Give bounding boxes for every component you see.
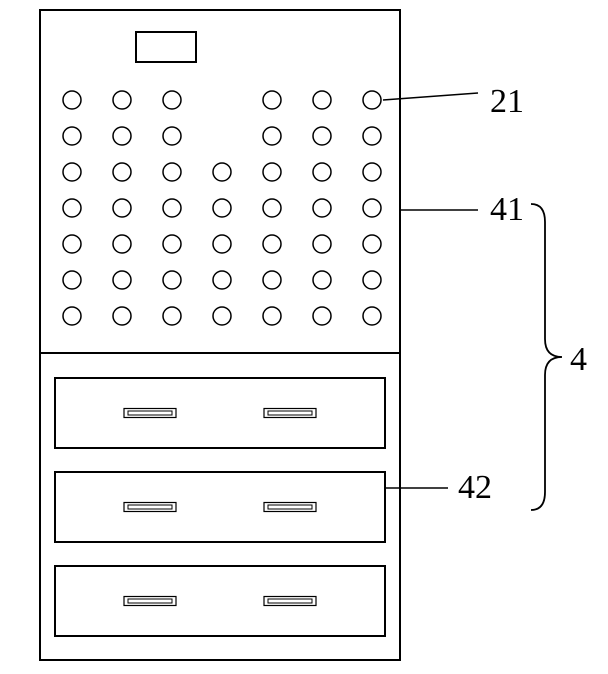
grid-circle: [363, 127, 381, 145]
grid-circle: [363, 271, 381, 289]
drawer-slot-inner: [128, 411, 172, 415]
grid-circle: [113, 235, 131, 253]
drawer-rect: [55, 566, 385, 636]
drawer-rect: [55, 472, 385, 542]
grid-circle: [213, 271, 231, 289]
grid-circle: [263, 271, 281, 289]
grid-circle: [313, 307, 331, 325]
grid-circle: [263, 91, 281, 109]
drawer-slot-inner: [268, 505, 312, 509]
drawer-slot-outer: [124, 409, 176, 418]
grid-circle: [313, 199, 331, 217]
grid-circle: [213, 235, 231, 253]
drawer-slot-outer: [264, 597, 316, 606]
grid-circle: [313, 271, 331, 289]
grid-circle: [363, 163, 381, 181]
diagram-svg: 21 41 42 4: [0, 0, 608, 674]
brace-4: [531, 204, 562, 510]
grid-circle: [213, 199, 231, 217]
outer-box: [40, 10, 400, 660]
label-42: 42: [458, 469, 492, 506]
grid-circle: [263, 307, 281, 325]
drawer-slot-outer: [264, 503, 316, 512]
grid-circle: [163, 235, 181, 253]
drawer-slot-inner: [128, 505, 172, 509]
grid-circle: [313, 127, 331, 145]
grid-circle: [63, 307, 81, 325]
drawer-slot-outer: [264, 409, 316, 418]
grid-circle: [163, 163, 181, 181]
label-41: 41: [490, 191, 524, 228]
grid-circle: [363, 235, 381, 253]
grid-circle: [363, 307, 381, 325]
drawer-slot-outer: [124, 597, 176, 606]
grid-circle: [63, 127, 81, 145]
grid-circle: [163, 199, 181, 217]
grid-circle: [63, 91, 81, 109]
grid-circle: [63, 235, 81, 253]
screen-rect: [136, 32, 196, 62]
grid-circle: [113, 307, 131, 325]
callout-line-21: [383, 93, 478, 100]
grid-circle: [63, 271, 81, 289]
grid-circle: [113, 91, 131, 109]
grid-circle: [263, 235, 281, 253]
grid-circle: [313, 91, 331, 109]
grid-circle: [163, 271, 181, 289]
grid-circle: [113, 163, 131, 181]
grid-circle: [363, 199, 381, 217]
grid-circle: [163, 307, 181, 325]
grid-circle: [313, 235, 331, 253]
grid-circle: [263, 127, 281, 145]
grid-circle: [213, 307, 231, 325]
label-4: 4: [570, 341, 587, 378]
grid-circle: [213, 163, 231, 181]
label-21: 21: [490, 83, 524, 120]
grid-circle: [363, 91, 381, 109]
grid-circle: [113, 127, 131, 145]
drawer-slot-inner: [268, 411, 312, 415]
grid-circle: [263, 199, 281, 217]
drawer-rect: [55, 378, 385, 448]
grid-circle: [113, 199, 131, 217]
grid-circle: [63, 199, 81, 217]
grid-circle: [313, 163, 331, 181]
drawer-slot-inner: [128, 599, 172, 603]
grid-circle: [163, 91, 181, 109]
grid-circle: [113, 271, 131, 289]
drawer-slot-inner: [268, 599, 312, 603]
drawer-slot-outer: [124, 503, 176, 512]
grid-circle: [263, 163, 281, 181]
grid-circle: [63, 163, 81, 181]
grid-circle: [163, 127, 181, 145]
